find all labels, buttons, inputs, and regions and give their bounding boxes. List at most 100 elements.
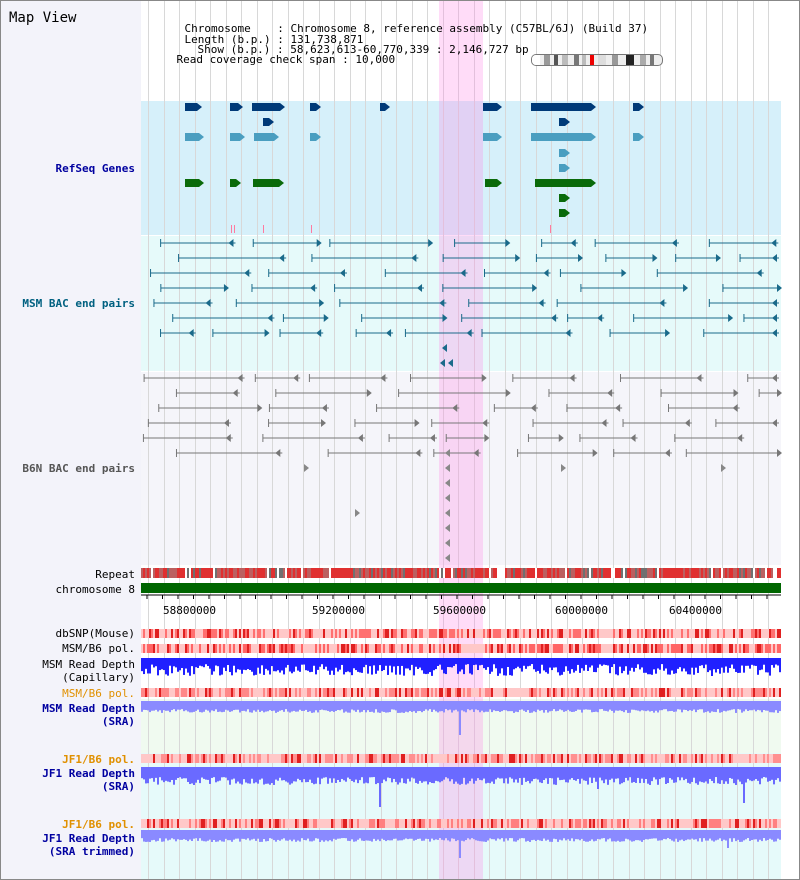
msm-b6-pol-block	[567, 688, 569, 697]
label-jf1-depth-sra[interactable]: JF1 Read Depth (SRA)	[1, 767, 135, 793]
chromosome-ideogram[interactable]	[531, 54, 663, 66]
jf1-b6-pol-block	[663, 754, 665, 763]
msm-b6-pol-block	[141, 644, 143, 653]
jf1-trimmed-depth	[645, 830, 647, 840]
jf1-b6-pol-block	[421, 819, 423, 828]
jf1-sra-depth	[257, 767, 259, 784]
msm-b6-pol-block	[327, 644, 329, 653]
msm-sra-depth	[335, 701, 337, 711]
jf1-b6-pol-block	[707, 819, 709, 828]
msm-b6-pol-block	[335, 644, 337, 653]
label-jf1-depth-trimmed[interactable]: JF1 Read Depth (SRA trimmed)	[1, 832, 135, 858]
label-msm-depth-sra-line1: MSM Read Depth	[42, 702, 135, 715]
repeat-block	[669, 568, 671, 578]
dbsnp-block	[165, 629, 167, 638]
msm-sra-depth	[191, 701, 193, 713]
jf1-sra-depth	[217, 767, 219, 782]
msm-b6-pol-block	[643, 688, 645, 697]
dbsnp-block	[605, 629, 607, 638]
jf1-sra-depth	[673, 767, 675, 783]
repeat-block	[715, 568, 717, 578]
jf1-b6-pol-block	[775, 754, 777, 763]
msm-b6-pol-block	[327, 688, 329, 697]
msm-b6-pol-block	[151, 688, 153, 697]
msm-b6-pol-block	[417, 688, 419, 697]
jf1-b6-pol-block	[779, 754, 781, 763]
label-msm-depth-capillary[interactable]: MSM Read Depth (Capillary)	[1, 658, 135, 684]
dbsnp-block	[407, 629, 409, 638]
grid-line	[582, 1, 583, 879]
msm-b6-pol-block	[625, 644, 627, 653]
msm-sra-depth	[151, 701, 153, 711]
jf1-trimmed-depth	[199, 830, 201, 839]
msm-b6-pol-block	[211, 644, 213, 653]
jf1-trimmed-depth	[661, 830, 663, 841]
repeat-block	[761, 568, 763, 578]
msm-capillary-depth	[765, 658, 767, 673]
msm-b6-pol-block	[437, 644, 439, 653]
msm-b6-pol-block	[711, 644, 713, 653]
msm-sra-depth	[171, 701, 173, 711]
msm-b6-pol-block	[205, 644, 207, 653]
jf1-sra-depth	[483, 767, 485, 779]
msm-capillary-depth	[335, 658, 337, 668]
label-dbsnp[interactable]: dbSNP(Mouse)	[55, 627, 135, 640]
msm-capillary-depth	[429, 658, 431, 673]
jf1-b6-pol-block	[495, 819, 497, 828]
jf1-sra-depth	[631, 767, 633, 783]
label-b6n-bac[interactable]: B6N BAC end pairs	[22, 462, 135, 475]
repeat-block	[341, 568, 343, 578]
jf1-sra-depth	[691, 767, 693, 782]
msm-b6-pol-block	[339, 688, 341, 697]
label-jf1-b6-pol-1[interactable]: JF1/B6 pol.	[62, 753, 135, 766]
jf1-trimmed-depth	[187, 830, 189, 842]
refseq-gene	[185, 133, 199, 141]
label-chromosome[interactable]: chromosome 8	[55, 583, 135, 596]
jf1-b6-pol-block	[349, 819, 351, 828]
dbsnp-block	[611, 629, 613, 638]
jf1-sra-depth	[773, 767, 775, 785]
dbsnp-block	[275, 629, 277, 638]
jf1-b6-pol-block	[679, 819, 681, 828]
dbsnp-block	[287, 629, 289, 638]
msm-b6-pol-block	[765, 644, 767, 653]
msm-capillary-depth	[163, 658, 165, 671]
label-msm-b6-pol-2[interactable]: MSM/B6 pol.	[62, 687, 135, 700]
jf1-b6-pol-block	[295, 819, 297, 828]
msm-b6-pol-block	[511, 644, 513, 653]
msm-b6-pol-block	[545, 688, 547, 697]
jf1-sra-depth	[353, 767, 355, 783]
label-msm-depth-sra[interactable]: MSM Read Depth (SRA)	[1, 702, 135, 728]
jf1-trimmed-depth	[239, 830, 241, 842]
label-msm-b6-pol-1[interactable]: MSM/B6 pol.	[62, 642, 135, 655]
dbsnp-block	[677, 629, 679, 638]
jf1-b6-pol-block	[299, 754, 301, 763]
jf1-b6-pol-block	[217, 754, 219, 763]
jf1-sra-depth	[649, 767, 651, 785]
msm-sra-depth	[185, 701, 187, 711]
msm-sra-depth	[679, 701, 681, 710]
jf1-trimmed-depth	[241, 830, 243, 839]
jf1-b6-pol-block	[397, 819, 399, 828]
dbsnp-block	[307, 629, 309, 638]
jf1-b6-pol-block	[575, 819, 577, 828]
label-refseq-genes[interactable]: RefSeq Genes	[55, 162, 135, 175]
dbsnp-block	[351, 629, 353, 638]
label-msm-bac[interactable]: MSM BAC end pairs	[22, 297, 135, 310]
jf1-sra-depth	[577, 767, 579, 780]
dbsnp-block	[403, 629, 405, 638]
msm-bac-arrow	[652, 254, 658, 262]
repeat-block	[143, 568, 145, 578]
jf1-sra-depth	[161, 767, 163, 781]
label-repeat[interactable]: Repeat	[95, 568, 135, 581]
jf1-b6-pol-block	[357, 754, 359, 763]
jf1-b6-pol-block	[737, 819, 739, 828]
msm-sra-depth	[193, 701, 195, 712]
repeat-block	[527, 568, 529, 578]
jf1-sra-depth	[305, 767, 307, 783]
jf1-b6-pol-block	[739, 819, 741, 828]
jf1-trimmed-depth	[549, 830, 551, 842]
dbsnp-block	[689, 629, 691, 638]
label-jf1-b6-pol-2[interactable]: JF1/B6 pol.	[62, 818, 135, 831]
